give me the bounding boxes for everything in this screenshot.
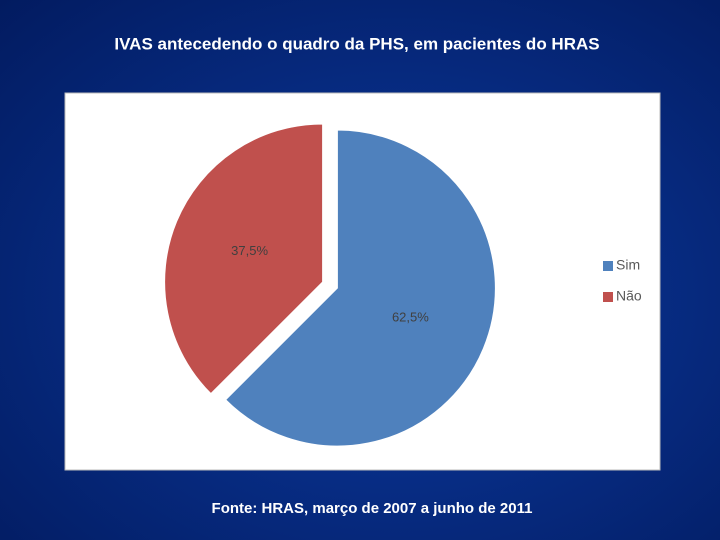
legend-swatch	[603, 261, 613, 271]
legend-label: Sim	[616, 257, 640, 273]
slice-label: 37,5%	[231, 243, 268, 258]
source-note: Fonte: HRAS, março de 2007 a junho de 20…	[212, 500, 533, 517]
pie-slice	[164, 123, 324, 395]
slice-label: 62,5%	[392, 310, 429, 325]
slide-title: IVAS antecedendo o quadro da PHS, em pac…	[114, 34, 599, 53]
legend-swatch	[603, 292, 613, 302]
pie-slice	[224, 129, 496, 447]
legend-label: Não	[616, 288, 642, 304]
